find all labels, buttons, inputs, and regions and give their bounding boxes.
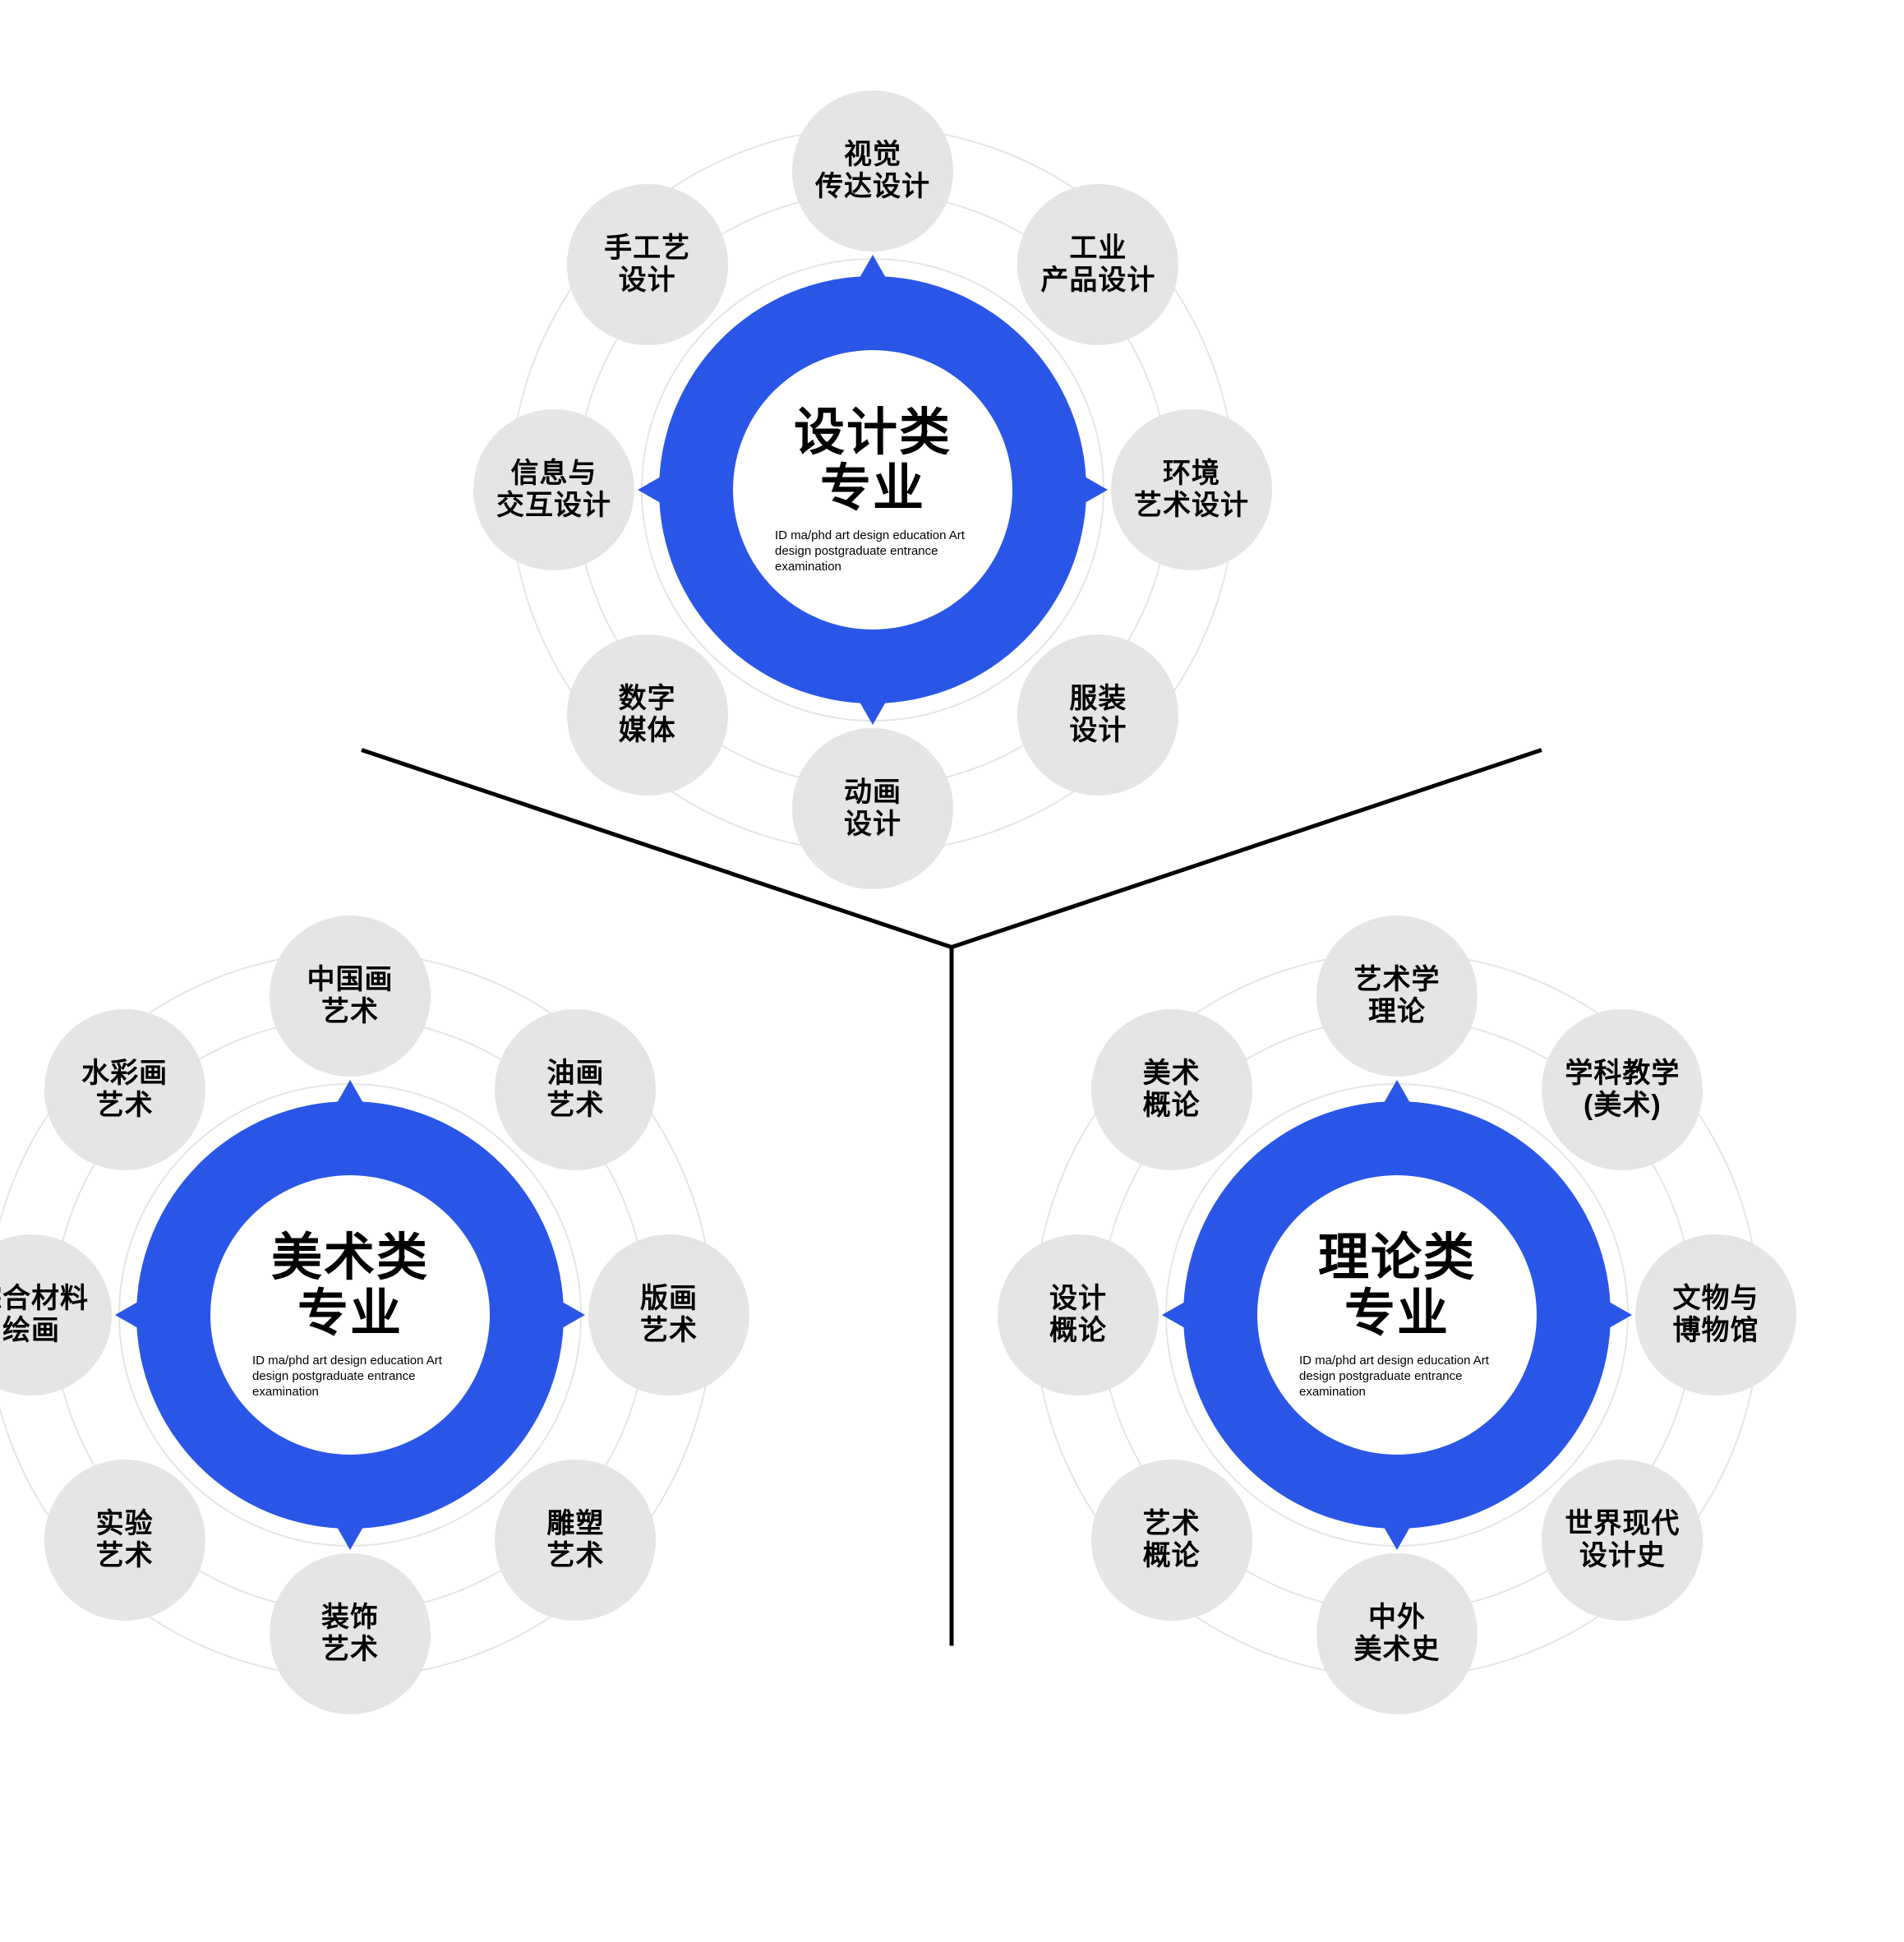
hub-notch: [1073, 470, 1108, 510]
hub-title: 设计类专业: [794, 405, 952, 517]
hub-notch: [1597, 1295, 1632, 1335]
satellite-node: 美术概论: [1091, 1009, 1252, 1170]
hub-notch: [1377, 1515, 1417, 1550]
satellite-label: 动画设计: [844, 777, 901, 841]
hub-title: 美术类专业: [271, 1230, 429, 1342]
satellite-node: 视觉传达设计: [792, 90, 953, 251]
hub-notch: [853, 255, 892, 289]
satellite-node: 艺术概论: [1091, 1460, 1252, 1621]
satellite-label: 实验艺术: [96, 1508, 154, 1572]
hub-notch: [853, 690, 892, 725]
satellite-label: 艺术概论: [1143, 1508, 1201, 1572]
hub-notch: [330, 1080, 370, 1114]
hub-inner: 设计类专业 ID ma/phd art design education Art …: [733, 350, 1012, 630]
hub-notch: [638, 470, 672, 510]
satellite-node: 工业产品设计: [1017, 184, 1178, 345]
satellite-label: 工业产品设计: [1040, 233, 1155, 297]
satellite-label: 环境艺术设计: [1134, 458, 1249, 522]
satellite-label: 综合材料绘画: [0, 1283, 89, 1347]
satellite-label: 学科教学(美术): [1565, 1058, 1680, 1122]
satellite-node: 动画设计: [792, 728, 953, 889]
satellite-node: 世界现代设计史: [1542, 1460, 1703, 1621]
satellite-node: 手工艺设计: [567, 184, 728, 345]
satellite-label: 中外美术史: [1354, 1602, 1441, 1666]
hub-notch: [115, 1295, 150, 1335]
satellite-node: 环境艺术设计: [1111, 409, 1272, 570]
satellite-label: 手工艺设计: [604, 233, 690, 297]
satellite-node: 服装设计: [1017, 634, 1178, 796]
satellite-label: 中国画艺术: [307, 964, 394, 1028]
satellite-node: 数字媒体: [567, 634, 728, 796]
cluster-fine-art: 美术类专业 ID ma/phd art design education Art …: [0, 907, 758, 1723]
satellite-label: 水彩画艺术: [81, 1058, 168, 1122]
satellite-label: 版画艺术: [640, 1283, 698, 1347]
satellite-node: 艺术学理论: [1316, 916, 1478, 1077]
satellite-label: 服装设计: [1069, 683, 1127, 747]
satellite-node: 油画艺术: [495, 1009, 656, 1170]
hub-subtitle: ID ma/phd art design education Art desig…: [252, 1354, 448, 1400]
satellite-node: 雕塑艺术: [495, 1460, 656, 1621]
satellite-node: 水彩画艺术: [44, 1009, 205, 1170]
satellite-node: 中国画艺术: [270, 916, 431, 1077]
divider-line: [950, 948, 954, 1646]
satellite-label: 雕塑艺术: [546, 1508, 604, 1572]
hub-notch: [330, 1515, 370, 1550]
satellite-label: 美术概论: [1143, 1058, 1201, 1122]
hub-subtitle: ID ma/phd art design education Art desig…: [1299, 1354, 1495, 1400]
satellite-node: 设计概论: [998, 1234, 1159, 1395]
satellite-label: 世界现代设计史: [1565, 1508, 1680, 1572]
satellite-node: 中外美术史: [1316, 1553, 1478, 1714]
hub-inner: 美术类专业 ID ma/phd art design education Art …: [210, 1175, 490, 1455]
satellite-label: 装饰艺术: [321, 1602, 379, 1666]
satellite-label: 视觉传达设计: [815, 139, 930, 203]
hub-notch: [551, 1295, 585, 1335]
diagram-stage: 设计类专业 ID ma/phd art design education Art …: [0, 0, 1904, 1942]
satellite-node: 学科教学(美术): [1542, 1009, 1703, 1170]
satellite-label: 数字媒体: [619, 683, 676, 747]
hub-title: 理论类专业: [1318, 1230, 1476, 1342]
cluster-theory: 理论类专业 ID ma/phd art design education Art …: [989, 907, 1805, 1723]
hub-inner: 理论类专业 ID ma/phd art design education Art …: [1257, 1175, 1537, 1455]
hub-notch: [1377, 1080, 1417, 1114]
hub-notch: [1162, 1295, 1196, 1335]
satellite-node: 文物与博物馆: [1635, 1234, 1796, 1395]
satellite-label: 文物与博物馆: [1673, 1283, 1759, 1347]
cluster-design: 设计类专业 ID ma/phd art design education Art …: [465, 82, 1280, 897]
satellite-node: 实验艺术: [44, 1460, 205, 1621]
satellite-label: 设计概论: [1049, 1283, 1107, 1347]
satellite-node: 版画艺术: [588, 1234, 749, 1395]
satellite-label: 油画艺术: [546, 1058, 604, 1122]
satellite-node: 信息与交互设计: [473, 409, 634, 570]
satellite-label: 艺术学理论: [1354, 964, 1441, 1028]
satellite-node: 装饰艺术: [270, 1553, 431, 1714]
satellite-label: 信息与交互设计: [496, 458, 611, 522]
hub-subtitle: ID ma/phd art design education Art desig…: [775, 528, 970, 574]
